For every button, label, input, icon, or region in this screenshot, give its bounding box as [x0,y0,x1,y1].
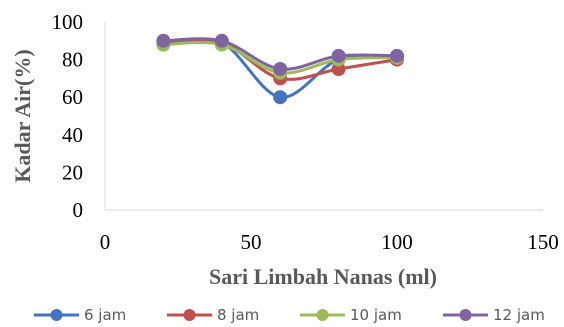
legend-item-8-jam: 8 jam [167,306,259,324]
y-tick-label: 40 [62,123,83,147]
data-point [273,90,288,105]
x-tick-label: 150 [527,230,559,254]
data-point [156,33,171,48]
legend-swatch-marker [50,309,63,321]
legend-label: 12 jam [493,306,545,324]
data-point [214,33,229,48]
legend-item-12-jam: 12 jam [443,306,545,324]
data-point [273,62,288,76]
legend-label: 6 jam [84,306,126,324]
data-point [331,48,346,63]
x-axis-title: Sari Limbah Nanas (ml) [209,264,437,289]
legend-swatch-marker [183,309,196,321]
x-tick-label: 100 [381,230,413,254]
legend-swatch-marker [459,309,472,321]
y-tick-label: 20 [62,160,83,184]
y-tick-label: 60 [62,85,83,109]
x-tick-label: 50 [241,230,262,254]
legend-item-10-jam: 10 jam [300,306,402,324]
series-12-jam [156,33,404,76]
legend-label: 10 jam [350,306,402,324]
y-axis-title: Kadar Air(%) [10,49,35,182]
legend-swatch-marker [316,309,329,321]
y-tick-label: 100 [52,10,84,34]
legend-label: 8 jam [217,306,259,324]
x-tick-label: 0 [100,230,111,254]
legend-item-6-jam: 6 jam [34,306,126,324]
axes [104,22,543,211]
y-tick-labels: 0 20 40 60 80 100 [52,10,84,222]
legend: 6 jam 8 jam 10 jam 12 jam [34,306,545,324]
y-tick-label: 80 [62,48,83,72]
y-tick-label: 0 [73,198,84,222]
x-tick-labels: 0 50 100 150 [100,230,559,254]
data-point [390,48,404,63]
series-layer [156,33,404,105]
